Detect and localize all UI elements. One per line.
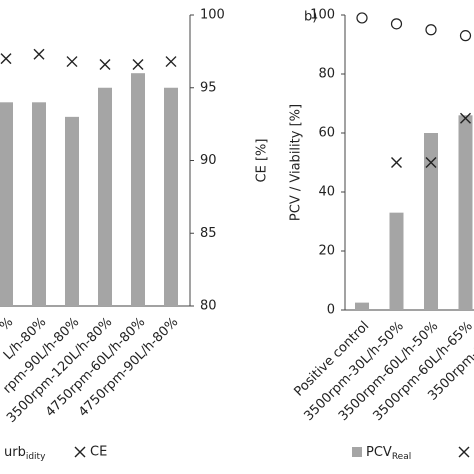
- x-tick-label: %: [0, 315, 16, 334]
- cross-marker: [33, 48, 45, 60]
- tick-label: 100: [200, 8, 225, 23]
- cross-stroke: [391, 157, 402, 168]
- cross-marker: [391, 157, 402, 168]
- tick-label: 90: [200, 153, 217, 168]
- bar: [131, 73, 145, 306]
- tick-label: 80: [318, 67, 335, 82]
- cross-marker: [132, 58, 144, 70]
- cross-stroke: [66, 56, 78, 68]
- legend-subscript: Real: [392, 452, 411, 462]
- cross-stroke: [99, 58, 111, 70]
- bar: [389, 212, 404, 310]
- legend-label: CE: [90, 445, 107, 460]
- bar: [32, 102, 46, 306]
- bar: [98, 87, 112, 306]
- legend-subscript: idity: [26, 452, 46, 462]
- legend-text: PCV: [366, 445, 392, 460]
- cross-marker: [66, 56, 78, 68]
- cross-stroke: [0, 53, 12, 65]
- tick-label: 40: [318, 185, 335, 200]
- legend-swatch: [352, 447, 362, 457]
- cross-stroke: [33, 48, 45, 60]
- cross-marker: [99, 58, 111, 70]
- legend-text: urb: [4, 445, 26, 460]
- axis-title: PCV / Viability [%]: [289, 104, 304, 221]
- tick-label: 85: [200, 226, 217, 241]
- cross-marker: [460, 112, 471, 124]
- bar: [65, 116, 79, 306]
- circle-marker: [425, 24, 437, 36]
- cross-stroke: [74, 446, 86, 458]
- legend-label: urbidity: [4, 445, 46, 462]
- tick-label: 80: [200, 299, 217, 314]
- cross-marker: [425, 157, 437, 168]
- legend-label: PCVReal: [366, 445, 411, 462]
- tick-label: 95: [200, 80, 217, 95]
- bar: [0, 102, 13, 306]
- tick-label: 0: [327, 303, 335, 318]
- cross-stroke: [132, 58, 144, 70]
- axis-title: CE [%]: [255, 139, 270, 183]
- tick-label: 60: [318, 126, 335, 141]
- cross-marker: [458, 446, 470, 458]
- tick-label: 20: [318, 244, 335, 259]
- cross-marker: [165, 56, 177, 68]
- cross-marker: [74, 446, 86, 458]
- cross-marker: [0, 53, 12, 65]
- circle-marker: [459, 30, 472, 42]
- cross-stroke: [460, 112, 471, 124]
- bar: [164, 87, 178, 306]
- circle-marker: [390, 18, 403, 30]
- cross-stroke: [165, 56, 177, 68]
- bar: [424, 133, 438, 310]
- tick-label: 100: [310, 8, 335, 23]
- bar: [355, 302, 369, 310]
- panel-label: b): [304, 10, 317, 25]
- cross-stroke: [458, 446, 470, 458]
- circle-marker: [356, 12, 368, 24]
- bar: [458, 115, 473, 310]
- cross-stroke: [425, 157, 437, 168]
